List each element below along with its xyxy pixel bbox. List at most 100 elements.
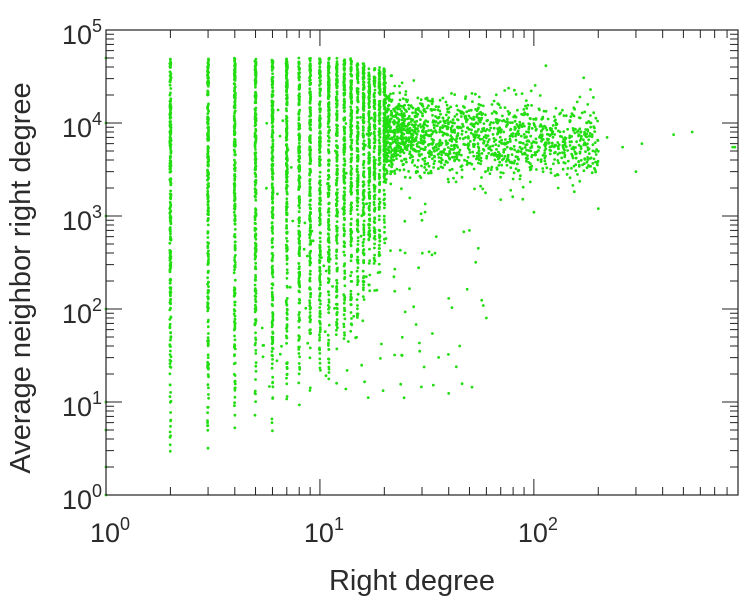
- scatter-point: [452, 176, 455, 180]
- scatter-point: [579, 137, 583, 140]
- scatter-point: [431, 100, 435, 103]
- scatter-point: [233, 374, 237, 377]
- scatter-point: [566, 167, 570, 170]
- scatter-point: [486, 140, 490, 144]
- scatter-point: [326, 96, 330, 100]
- scatter-point: [285, 258, 289, 262]
- scatter-point: [403, 114, 407, 118]
- scatter-point: [504, 120, 507, 123]
- scatter-point: [318, 315, 322, 319]
- scatter-point: [362, 233, 366, 237]
- scatter-point: [377, 77, 381, 81]
- scatter-point: [168, 395, 172, 398]
- scatter-point: [523, 151, 527, 155]
- scatter-point: [335, 237, 338, 241]
- scatter-point: [318, 251, 322, 255]
- scatter-point: [556, 152, 560, 156]
- scatter-point: [383, 241, 387, 245]
- scatter-point: [233, 353, 237, 357]
- scatter-point: [546, 117, 550, 121]
- scatter-point: [558, 112, 561, 116]
- scatter-point: [373, 206, 377, 210]
- scatter-point: [453, 93, 457, 96]
- scatter-point: [343, 109, 346, 113]
- scatter-point: [206, 80, 210, 84]
- scatter-point: [383, 153, 387, 157]
- scatter-point: [207, 117, 210, 121]
- scatter-point: [377, 100, 381, 103]
- scatter-point: [335, 176, 339, 180]
- scatter-point: [270, 229, 274, 233]
- scatter-point: [169, 411, 173, 414]
- scatter-point: [206, 170, 210, 173]
- scatter-point: [233, 70, 237, 74]
- scatter-point: [298, 206, 302, 210]
- scatter-point: [327, 85, 331, 89]
- scatter-point: [449, 120, 453, 124]
- scatter-point: [592, 125, 596, 128]
- scatter-point: [356, 70, 360, 74]
- scatter-point: [308, 320, 312, 324]
- scatter-point: [556, 173, 560, 177]
- scatter-point: [233, 199, 236, 203]
- scatter-point: [372, 173, 376, 177]
- scatter-point: [297, 337, 301, 341]
- scatter-point: [297, 87, 301, 91]
- scatter-point: [297, 224, 301, 228]
- scatter-point: [168, 83, 172, 87]
- scatter-point: [327, 377, 331, 381]
- scatter-point: [335, 229, 339, 233]
- scatter-point: [207, 393, 210, 396]
- scatter-point: [378, 176, 382, 179]
- scatter-point: [233, 213, 237, 217]
- scatter-point: [270, 335, 274, 339]
- scatter-point: [253, 183, 257, 186]
- scatter-point: [527, 130, 531, 134]
- scatter-point: [551, 144, 554, 148]
- scatter-point: [270, 191, 274, 195]
- scatter-point: [285, 224, 288, 227]
- scatter-point: [575, 140, 578, 144]
- scatter-point: [271, 275, 275, 279]
- scatter-point: [391, 92, 395, 95]
- scatter-point: [377, 158, 381, 162]
- scatter-point: [206, 93, 210, 97]
- scatter-point: [206, 146, 210, 150]
- scatter-point: [554, 121, 558, 125]
- scatter-point: [327, 341, 330, 345]
- scatter-point: [335, 74, 339, 77]
- scatter-point: [318, 68, 321, 72]
- scatter-point: [561, 167, 565, 171]
- scatter-point: [475, 157, 478, 161]
- scatter-point: [233, 321, 237, 325]
- scatter-point: [578, 127, 582, 131]
- scatter-point: [356, 292, 360, 296]
- scatter-point: [233, 286, 236, 290]
- scatter-point: [233, 324, 237, 328]
- scatter-point: [574, 146, 577, 149]
- scatter-point: [373, 81, 377, 85]
- scatter-point: [450, 167, 454, 171]
- scatter-point: [335, 295, 338, 299]
- scatter-point: [297, 362, 301, 365]
- scatter-point: [350, 201, 353, 205]
- scatter-point: [343, 102, 346, 106]
- scatter-point: [254, 261, 258, 265]
- scatter-point: [569, 115, 573, 118]
- scatter-point: [453, 158, 456, 162]
- scatter-point: [361, 269, 365, 273]
- scatter-point: [427, 164, 431, 168]
- scatter-point: [420, 164, 423, 168]
- scatter-point: [387, 163, 391, 167]
- scatter-point: [285, 93, 288, 97]
- scatter-point: [254, 67, 257, 71]
- scatter-point: [254, 244, 258, 247]
- scatter-point: [206, 356, 210, 359]
- scatter-point: [342, 195, 346, 199]
- scatter-point: [356, 278, 360, 282]
- scatter-point: [233, 289, 236, 293]
- scatter-point: [579, 158, 583, 162]
- scatter-point: [373, 116, 377, 119]
- scatter-point: [206, 218, 210, 222]
- scatter-point: [254, 139, 258, 143]
